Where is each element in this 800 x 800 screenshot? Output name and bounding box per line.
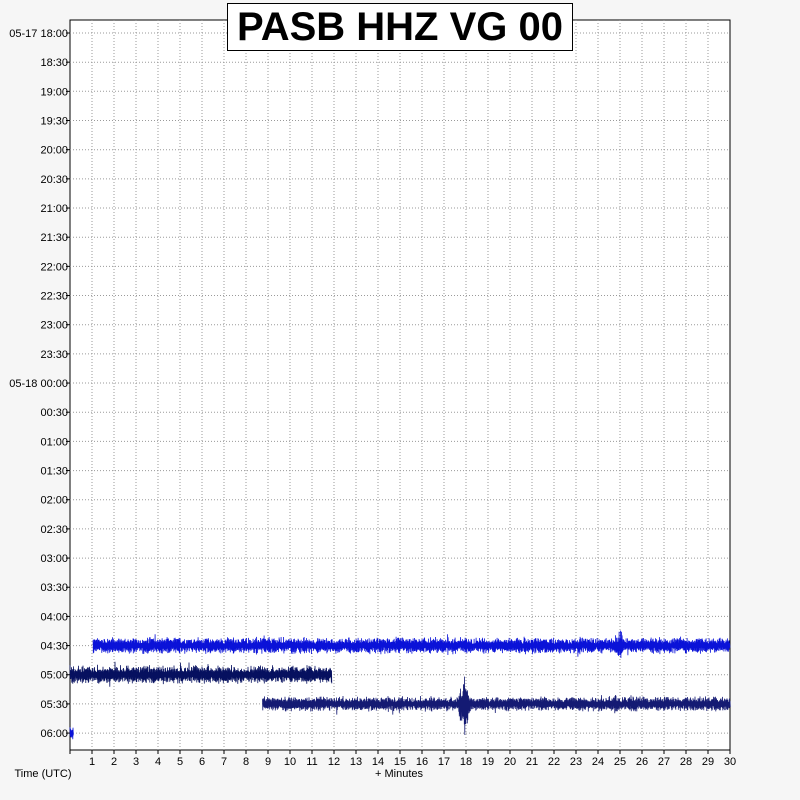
y-tick-label: 05:00	[40, 670, 68, 682]
seismic-trace	[69, 727, 74, 740]
y-axis-label: Time (UTC)	[14, 768, 71, 780]
y-tick-label: 01:30	[40, 466, 68, 478]
y-tick-label: 22:30	[40, 291, 68, 303]
x-tick-label: 9	[265, 756, 271, 768]
x-tick-label: 25	[614, 756, 626, 768]
x-tick-label: 30	[724, 756, 736, 768]
x-tick-label: 21	[526, 756, 538, 768]
seismic-trace	[262, 676, 731, 735]
x-tick-label: 16	[416, 756, 428, 768]
y-tick-label: 05:30	[40, 699, 68, 711]
y-tick-label: 04:00	[40, 611, 68, 623]
seismic-trace	[92, 630, 731, 659]
x-tick-label: 27	[658, 756, 670, 768]
x-tick-label: 28	[680, 756, 692, 768]
x-axis-ticks: 1 2 3 4 5 6 7 8 9 10 11 12 13 14 15 16 17 18 19 20 21 22 23 24 2…	[69, 750, 736, 768]
x-tick-label: 1	[89, 756, 95, 768]
x-tick-label: 14	[372, 756, 384, 768]
x-tick-label: 24	[592, 756, 604, 768]
x-tick-label: 5	[177, 756, 183, 768]
y-tick-label: 00:30	[40, 407, 68, 419]
y-tick-label: 18:30	[40, 57, 68, 69]
x-tick-label: 23	[570, 756, 582, 768]
x-tick-label: 11	[306, 756, 317, 768]
x-tick-label: 4	[155, 756, 161, 768]
y-tick-label: 19:00	[40, 86, 68, 98]
y-tick-label: 23:30	[40, 349, 68, 361]
y-tick-label: 22:00	[40, 261, 68, 273]
y-tick-label: 23:00	[40, 320, 68, 332]
x-tick-label: 18	[460, 756, 472, 768]
x-tick-label: 15	[394, 756, 406, 768]
plot-area	[69, 19, 731, 751]
y-tick-label: 20:00	[40, 145, 68, 157]
y-tick-label: 21:00	[40, 203, 68, 215]
y-tick-label: 20:30	[40, 174, 68, 186]
y-tick-label: 01:00	[40, 436, 68, 448]
y-tick-label: 21:30	[40, 232, 68, 244]
y-tick-label: 02:30	[40, 524, 68, 536]
x-tick-label: 13	[350, 756, 362, 768]
seismic-trace	[69, 661, 333, 687]
x-tick-label: 6	[199, 756, 205, 768]
x-tick-label: 8	[243, 756, 249, 768]
x-tick-label: 2	[111, 756, 117, 768]
y-tick-label: 19:30	[40, 116, 68, 128]
x-tick-label: 20	[504, 756, 516, 768]
y-tick-label: 03:00	[40, 553, 68, 565]
x-tick-label: 17	[438, 756, 450, 768]
x-tick-label: 3	[133, 756, 139, 768]
y-tick-label: 05-18 00:00	[9, 378, 68, 390]
y-axis-ticks: 05-17 18:00 18:30 19:00 19:30 20:00 20:30 21:0…	[9, 28, 70, 740]
chart-title: PASB HHZ VG 00	[227, 3, 573, 51]
x-tick-label: 12	[328, 756, 340, 768]
y-tick-label: 02:00	[40, 495, 68, 507]
x-axis-label: + Minutes	[375, 768, 423, 780]
y-tick-label: 05-17 18:00	[9, 28, 68, 40]
x-tick-label: 22	[548, 756, 560, 768]
y-tick-label: 03:30	[40, 582, 68, 594]
x-tick-label: 19	[482, 756, 494, 768]
x-tick-label: 26	[636, 756, 648, 768]
seismic-traces	[69, 630, 731, 740]
y-tick-label: 04:30	[40, 641, 68, 653]
x-tick-label: 29	[702, 756, 714, 768]
x-tick-label: 7	[221, 756, 227, 768]
x-tick-label: 10	[284, 756, 296, 768]
y-tick-label: 06:00	[40, 728, 68, 740]
